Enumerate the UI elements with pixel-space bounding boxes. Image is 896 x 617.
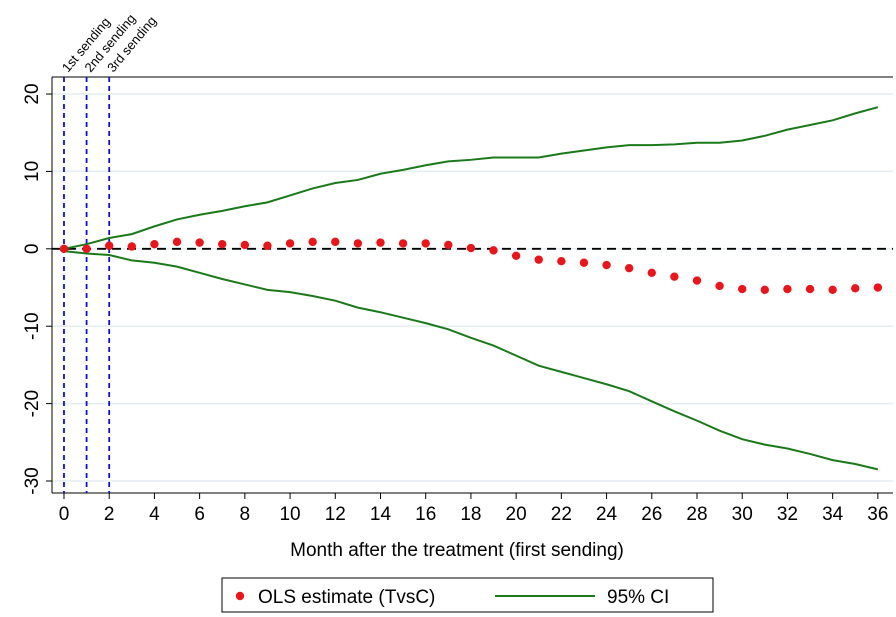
estimate-point	[511, 251, 521, 260]
estimate-point	[783, 284, 792, 294]
estimate-point	[285, 239, 295, 248]
estimate-point	[398, 239, 408, 248]
x-tick-label: 20	[506, 504, 527, 525]
estimate-point	[376, 238, 385, 247]
estimate-point	[624, 263, 634, 273]
estimate-point	[602, 260, 611, 270]
x-tick-label: 14	[370, 504, 392, 525]
estimate-point	[353, 239, 363, 248]
x-tick-label: 22	[551, 504, 572, 525]
x-tick-label: 0	[59, 504, 70, 525]
x-tick-label: 36	[867, 504, 888, 525]
y-tick-label: 0	[22, 244, 43, 255]
estimate-point	[805, 284, 815, 294]
estimate-point	[466, 243, 476, 253]
x-tick-label: 28	[686, 504, 707, 525]
estimate-point	[421, 239, 430, 248]
x-tick-label: 34	[822, 504, 844, 525]
estimate-point	[760, 285, 770, 295]
legend-box	[221, 577, 714, 613]
estimate-point	[150, 239, 159, 249]
estimate-point	[127, 242, 137, 251]
estimate-point	[489, 246, 498, 255]
estimate-point	[263, 241, 272, 250]
estimate-point	[692, 276, 702, 285]
estimate-point	[828, 285, 837, 295]
estimate-point	[579, 258, 589, 267]
legend-marker	[235, 591, 245, 601]
estimate-point	[82, 244, 91, 254]
estimate-point	[557, 257, 566, 266]
x-tick-label: 24	[596, 504, 618, 525]
estimate-point	[738, 284, 747, 294]
x-axis-title: Month after the treatment (first sending…	[290, 540, 624, 561]
x-tick-label: 30	[732, 504, 753, 525]
y-tick-label: 10	[22, 161, 43, 182]
estimate-point	[444, 240, 453, 250]
estimate-point	[534, 255, 543, 264]
estimate-point	[308, 237, 317, 247]
estimate-point	[331, 237, 340, 247]
estimate-point	[195, 238, 204, 247]
x-tick-label: 6	[194, 504, 205, 525]
estimate-point	[172, 237, 182, 247]
y-tick-label: -30	[22, 467, 43, 494]
estimate-point	[851, 284, 860, 293]
estimate-point	[59, 244, 69, 254]
estimate-point	[873, 283, 883, 292]
estimate-point	[104, 241, 114, 250]
estimate-point	[647, 268, 656, 278]
estimate-point	[715, 281, 724, 291]
y-tick-label: 20	[22, 83, 43, 104]
estimate-point	[218, 239, 227, 249]
y-tick-label: -10	[22, 312, 43, 339]
x-tick-label: 10	[279, 504, 300, 525]
legend-label: OLS estimate (TvsC)	[258, 587, 435, 608]
ci-upper-line	[63, 106, 879, 250]
x-tick-label: 26	[641, 504, 662, 525]
ci-lower-line	[63, 250, 879, 471]
y-tick-label: -20	[22, 390, 43, 417]
x-tick-label: 12	[325, 504, 346, 525]
x-tick-label: 32	[777, 504, 798, 525]
estimate-point	[670, 272, 679, 281]
x-tick-label: 2	[104, 504, 115, 525]
x-tick-label: 8	[240, 504, 251, 525]
x-tick-label: 18	[460, 504, 481, 525]
x-tick-label: 16	[415, 504, 436, 525]
legend-label: 95% CI	[607, 587, 669, 608]
x-tick-label: 4	[149, 504, 160, 525]
estimate-point	[240, 240, 250, 250]
